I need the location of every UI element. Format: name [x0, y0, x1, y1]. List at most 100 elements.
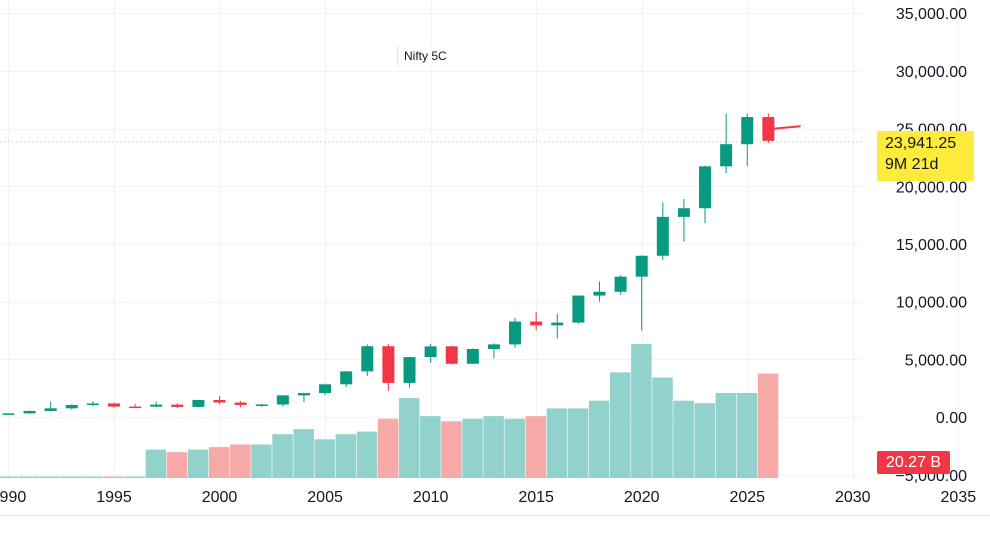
volume-bar-2007: [356, 431, 378, 478]
volume-bar-2021: [652, 377, 673, 478]
candle-body-1995: [107, 403, 120, 407]
candle-body-2002: [255, 404, 268, 406]
volume-bar-2012: [462, 418, 483, 478]
volume-bar-1999: [187, 449, 209, 478]
candle-body-2024: [720, 144, 733, 167]
symbol-label[interactable]: Nifty 5C: [397, 46, 453, 66]
candle-body-1999: [192, 400, 205, 407]
volume-bar-2001: [230, 444, 251, 478]
volume-bar-2025: [736, 392, 758, 478]
volume-value-tag: 20.27 B: [877, 451, 950, 474]
volume-bar-2011: [441, 421, 462, 478]
volume-bar-2017: [567, 408, 589, 478]
volume-bar-2015: [525, 416, 547, 478]
candle-body-2013: [487, 344, 500, 349]
candle-body-1997: [150, 404, 163, 407]
volume-bar-2022: [673, 400, 694, 478]
candle-body-2010: [424, 346, 437, 358]
y-tick-label: 5,000.00: [905, 352, 967, 369]
x-tick-label: 2025: [729, 489, 765, 506]
volume-bar-2024: [715, 392, 737, 478]
candle-body-2000: [213, 400, 226, 403]
x-tick-label: 2020: [624, 489, 660, 506]
y-tick-label: 10,000.00: [896, 295, 967, 312]
candle-body-2026: [762, 117, 775, 141]
volume-bar-2013: [483, 416, 504, 478]
x-tick-label: 2030: [835, 489, 871, 506]
volume-bar-2005: [314, 439, 336, 478]
volume-bar-2019: [610, 372, 631, 478]
volume-bar-1993: [61, 476, 82, 478]
x-tick-label: 2035: [941, 489, 977, 506]
candle-body-2025: [741, 117, 754, 145]
candle-body-1998: [171, 404, 184, 407]
candle-body-2003: [276, 395, 289, 405]
volume-bar-1992: [40, 476, 61, 478]
volume-bar-2006: [335, 434, 357, 478]
volume-bar-2008: [377, 418, 399, 478]
volume-bar-2009: [398, 398, 420, 478]
volume-bar-1995: [103, 476, 124, 478]
candle-body-2007: [361, 346, 374, 372]
bottom-divider: [0, 515, 990, 516]
volume-bar-2018: [588, 400, 610, 478]
candle-body-2004: [297, 393, 310, 396]
candle-body-2012: [466, 349, 479, 364]
y-tick-label: 20,000.00: [896, 179, 967, 196]
x-tick-label: 2015: [518, 489, 554, 506]
volume-bar-2000: [208, 447, 230, 478]
candle-body-1996: [129, 406, 142, 409]
candle-body-1990: [2, 413, 15, 415]
volume-bar-1991: [19, 476, 40, 478]
volume-bar-2002: [251, 444, 272, 478]
candle-body-2018: [593, 291, 606, 296]
candle-body-2016: [551, 322, 564, 326]
candle-body-2001: [234, 402, 247, 405]
volume-bar-2004: [293, 429, 314, 478]
volume-bar-2016: [546, 408, 568, 478]
y-tick-label: 15,000.00: [896, 237, 967, 254]
volume-bar-2014: [504, 418, 526, 478]
volume-bar-1997: [145, 449, 167, 478]
candle-body-2022: [677, 208, 690, 217]
volume-bar-2026: [757, 373, 779, 478]
candle-body-2021: [656, 216, 669, 256]
volume-bars: [0, 344, 779, 478]
volume-bar-1996: [124, 476, 146, 478]
bar-countdown: 9M 21d: [885, 156, 939, 173]
candle-body-1991: [23, 410, 36, 414]
y-tick-label: 30,000.00: [896, 64, 967, 81]
volume-bar-1998: [166, 452, 188, 478]
grid: [0, 0, 959, 480]
candle-body-1993: [65, 404, 78, 409]
candle-body-2015: [530, 321, 543, 326]
volume-bar-2010: [420, 416, 441, 478]
candle-body-2009: [403, 357, 416, 383]
x-tick-label: 1995: [96, 489, 132, 506]
y-tick-label: 0.00: [936, 410, 967, 427]
candle-body-2005: [319, 384, 332, 394]
volume-bar-2003: [272, 434, 293, 478]
y-axis[interactable]: 35,000.0030,000.0025,000.0020,000.0015,0…: [895, 6, 967, 485]
candle-body-2006: [340, 371, 353, 385]
x-tick-label: 2010: [413, 489, 449, 506]
candle-body-2023: [699, 166, 712, 209]
volume-bar-2020: [631, 344, 652, 478]
volume-bar-2023: [694, 403, 715, 478]
candle-body-2008: [382, 346, 395, 383]
last-price-value: 23,941.25: [885, 135, 957, 152]
x-tick-label: 1990: [0, 489, 26, 506]
projection-line: [774, 125, 801, 130]
candle-body-2020: [635, 255, 648, 277]
candle-body-2017: [572, 295, 585, 323]
candle-body-1994: [86, 403, 99, 405]
candles: [2, 113, 775, 415]
candle-body-1992: [44, 408, 57, 411]
x-axis[interactable]: 1990 1995 2000 2005 2010 2015 2020 2025 2030 2035: [0, 489, 976, 506]
y-tick-label: 35,000.00: [896, 6, 967, 23]
candle-body-2011: [445, 346, 458, 364]
x-tick-label: 2000: [202, 489, 238, 506]
last-price-tag: 23,941.25 9M 21d: [877, 131, 974, 181]
